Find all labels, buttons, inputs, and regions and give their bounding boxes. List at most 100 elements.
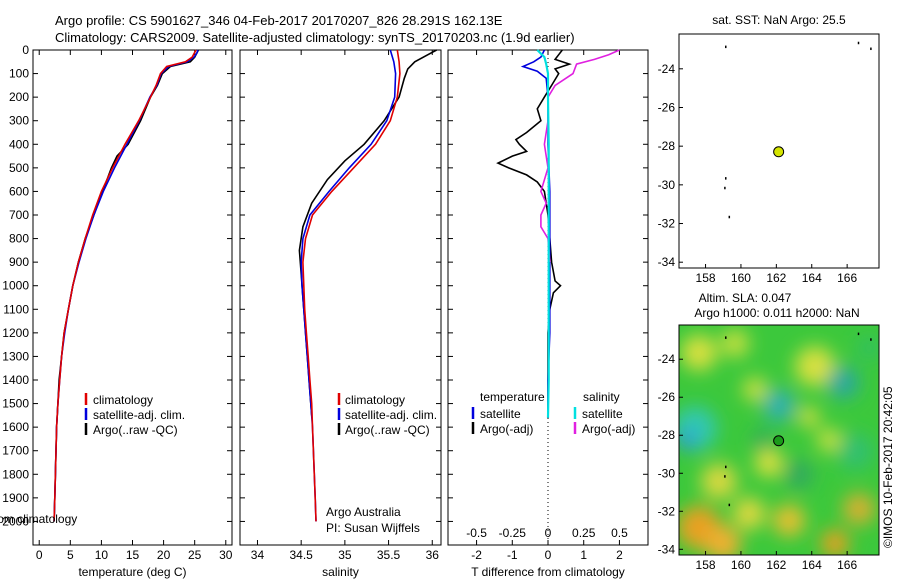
temperature-legend-label: Argo(..raw -QC) [93, 423, 178, 437]
heatmap-blob [721, 329, 749, 358]
difference-legend-label: Argo(-adj) [480, 422, 533, 436]
heatmap-blob [763, 389, 795, 422]
figure-title-line2: Climatology: CARS2009. Satellite-adjuste… [55, 30, 575, 45]
heatmap-blob [743, 377, 767, 402]
map-xtick-label: 158 [696, 558, 716, 572]
depth-tick-label: 1900 [2, 491, 29, 505]
salinity-series-line [298, 49, 437, 416]
depth-tick-label: 1300 [2, 349, 29, 363]
altimetry-map-title: Altim. SLA: 0.047 [699, 291, 792, 305]
island-speck [728, 503, 731, 507]
salinity-xtick-label: 36 [426, 548, 440, 562]
sst-map-panel: sat. SST: NaN Argo: 25.5 158 160 162 164 166 -… [658, 13, 880, 285]
depth-tick-label: 1400 [2, 373, 29, 387]
temperature-xtick-label: 10 [95, 548, 109, 562]
map-xtick-label: 164 [802, 558, 822, 572]
heatmap-blob [679, 430, 697, 450]
difference-xlabel: T difference from climatology [471, 565, 625, 579]
depth-tick-label: 900 [9, 255, 29, 269]
temperature-xtick-label: 30 [219, 548, 233, 562]
salinity-difference-tick-label: -0.25 [499, 526, 527, 540]
difference-xtick-label: 1 [580, 548, 587, 562]
heatmap-blob [755, 449, 783, 477]
map-xtick-label: 162 [766, 271, 786, 285]
difference-legend-label: Argo(-adj) [582, 422, 635, 436]
salinity-legend-label: Argo(..raw -QC) [345, 423, 430, 437]
temperature-xtick-label: 15 [126, 548, 140, 562]
difference-series-line [496, 49, 572, 418]
salinity-xtick-label: 35.5 [377, 548, 401, 562]
temperature-series-line [53, 49, 197, 522]
heatmap-blob [821, 529, 849, 555]
panel-alt-axes-frame [678, 324, 880, 556]
salinity-difference-tick-label: -0.5 [466, 526, 487, 540]
depth-tick-label: 100 [9, 67, 29, 81]
depth-tick-label: 800 [9, 232, 29, 246]
heatmap-blob [773, 504, 805, 537]
difference-profile-panel: -2 -1 0 1 2 T difference from climatology -0.5… [0, 49, 649, 579]
map-ytick-label: -34 [658, 542, 676, 556]
island-speck [857, 332, 860, 336]
panel-sst-axes-frame [678, 33, 880, 269]
heatmap-blob [837, 433, 873, 470]
salinity-axes-frame [239, 49, 442, 546]
map-xtick-label: 160 [731, 558, 751, 572]
map-ytick-label: -28 [658, 428, 676, 442]
depth-tick-label: 1600 [2, 420, 29, 434]
heatmap-blob [843, 493, 875, 525]
difference-series-line [536, 49, 550, 418]
salinity-profile-panel: 34 34.5 35 35.5 36 salinity climatologysatelli… [239, 49, 442, 579]
salinity-legend-label: climatology [345, 393, 405, 407]
salinity-xtick-label: 35 [338, 548, 352, 562]
salinity-series-line [302, 49, 401, 522]
temperature-xtick-label: 5 [67, 548, 74, 562]
heatmap-blob [733, 497, 765, 530]
heatmap-blob [827, 366, 859, 399]
island-speck [725, 177, 727, 180]
temperature-legend-label: satellite-adj. clim. [93, 408, 185, 422]
legend-header-salinity: salinity [583, 390, 620, 404]
island-speck [870, 338, 872, 341]
island-speck [728, 215, 731, 219]
map-ytick-label: -24 [658, 62, 676, 76]
heatmap-blob [795, 346, 835, 387]
salinity-difference-axis-label: S difference from climatology [0, 512, 77, 526]
map-ytick-label: -26 [658, 100, 676, 114]
difference-xtick-label: 2 [616, 548, 623, 562]
sea-level-anomaly-field [679, 325, 879, 555]
legend-header-temperature: temperature [480, 390, 545, 404]
map-ytick-label: -24 [658, 352, 676, 366]
salinity-legend-label: satellite-adj. clim. [345, 408, 437, 422]
map-xtick-label: 166 [837, 558, 857, 572]
depth-tick-label: 1200 [2, 326, 29, 340]
temperature-axes-frame [32, 49, 233, 546]
heatmap-blob [785, 460, 813, 489]
difference-xtick-label: 0 [545, 548, 552, 562]
map-xtick-label: 158 [696, 271, 716, 285]
credit-pi-name: PI: Susan Wijffels [326, 521, 420, 535]
imos-timestamp: ©IMOS 10-Feb-2017 20:42:05 [881, 386, 895, 548]
map-ytick-label: -30 [658, 466, 676, 480]
salinity-difference-tick-label: 0 [545, 526, 552, 540]
depth-tick-label: 300 [9, 114, 29, 128]
salinity-difference-tick-label: 0.5 [611, 526, 628, 540]
map-ytick-label: -28 [658, 139, 676, 153]
map-ytick-label: -32 [658, 504, 676, 518]
island-speck [725, 336, 727, 339]
map-ytick-label: -34 [658, 255, 676, 269]
map-ytick-label: -32 [658, 217, 676, 231]
temperature-xtick-label: 0 [36, 548, 43, 562]
depth-tick-label: 200 [9, 90, 29, 104]
salinity-xtick-label: 34 [251, 548, 265, 562]
salinity-xlabel: salinity [322, 565, 359, 579]
map-xtick-label: 160 [731, 271, 751, 285]
depth-tick-label: 400 [9, 137, 29, 151]
island-speck [724, 186, 726, 190]
sst-map-title: sat. SST: NaN Argo: 25.5 [712, 13, 846, 27]
difference-legend-label: satellite [582, 407, 623, 421]
difference-xtick-label: -2 [471, 548, 482, 562]
temperature-series-line [53, 49, 199, 522]
map-xtick-label: 166 [837, 271, 857, 285]
